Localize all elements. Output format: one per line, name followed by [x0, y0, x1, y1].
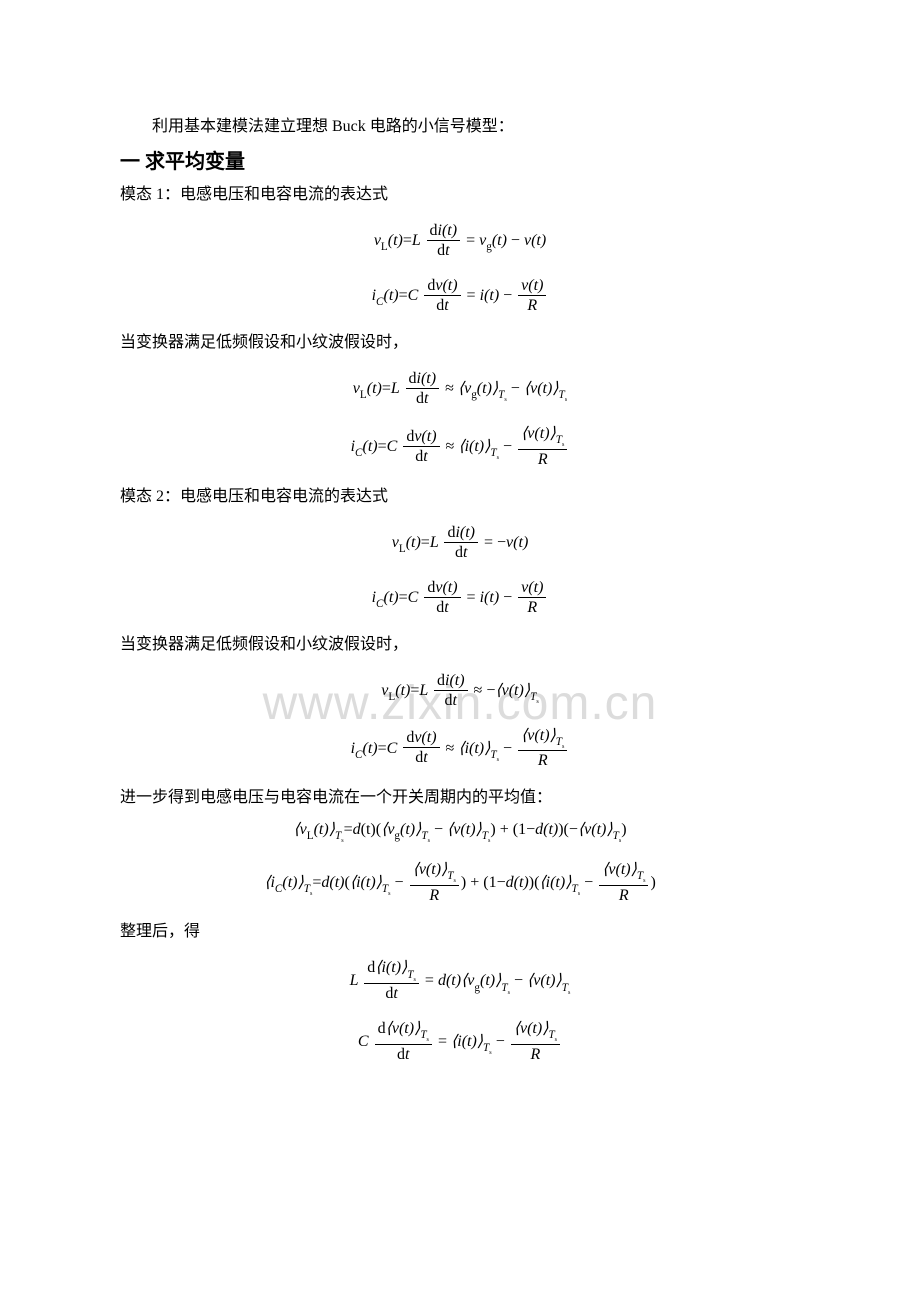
equation-mode2-vl: vL(t)=L di(t)dt = −v(t)	[120, 523, 800, 564]
intro-text: 利用基本建模法建立理想 Buck 电路的小信号模型：	[120, 115, 800, 139]
mode1-label: 模态 1：电感电压和电容电流的表达式	[120, 183, 800, 207]
equation-avg-ic: ⟨iC(t)⟩Ts=d(t)(⟨i(t)⟩Ts − ⟨v(t)⟩TsR) + (…	[120, 860, 800, 907]
avg-label: 进一步得到电感电压与电容电流在一个开关周期内的平均值：	[120, 786, 800, 810]
mode2-label: 模态 2：电感电压和电容电流的表达式	[120, 485, 800, 509]
equation-mode2-ic: iC(t)=C dv(t)dt = i(t) − v(t)R	[120, 578, 800, 619]
page-content: 利用基本建模法建立理想 Buck 电路的小信号模型： 一 求平均变量 模态 1：…	[120, 115, 800, 1066]
equation-mode2-ic-approx: iC(t)=C dv(t)dt ≈ ⟨i(t)⟩Ts − ⟨v(t)⟩TsR	[120, 726, 800, 773]
approx-label-1: 当变换器满足低频假设和小纹波假设时，	[120, 331, 800, 355]
approx-label-2: 当变换器满足低频假设和小纹波假设时，	[120, 633, 800, 657]
equation-result-l: L d⟨i(t)⟩Tsdt = d(t)⟨vg(t)⟩Ts − ⟨v(t)⟩Ts	[120, 958, 800, 1005]
equation-result-c: C d⟨v(t)⟩Tsdt = ⟨i(t)⟩Ts − ⟨v(t)⟩TsR	[120, 1019, 800, 1066]
simplify-label: 整理后，得	[120, 920, 800, 944]
equation-mode1-vl: vL(t)=L di(t)dt = vg(t) − v(t)	[120, 221, 800, 262]
section-heading: 一 求平均变量	[120, 147, 800, 177]
equation-mode1-vl-approx: vL(t)=L di(t)dt ≈ ⟨vg(t)⟩Ts − ⟨v(t)⟩Ts	[120, 369, 800, 410]
equation-mode1-ic: iC(t)=C dv(t)dt = i(t) − v(t)R	[120, 276, 800, 317]
equation-mode1-ic-approx: iC(t)=C dv(t)dt ≈ ⟨i(t)⟩Ts − ⟨v(t)⟩TsR	[120, 424, 800, 471]
equation-avg-vl: ⟨vL(t)⟩Ts=d(t)(⟨vg(t)⟩Ts − ⟨v(t)⟩Ts) + (…	[120, 818, 800, 846]
equation-mode2-vl-approx: vL(t)=L di(t)dt ≈ −⟨v(t)⟩Ts	[120, 671, 800, 712]
